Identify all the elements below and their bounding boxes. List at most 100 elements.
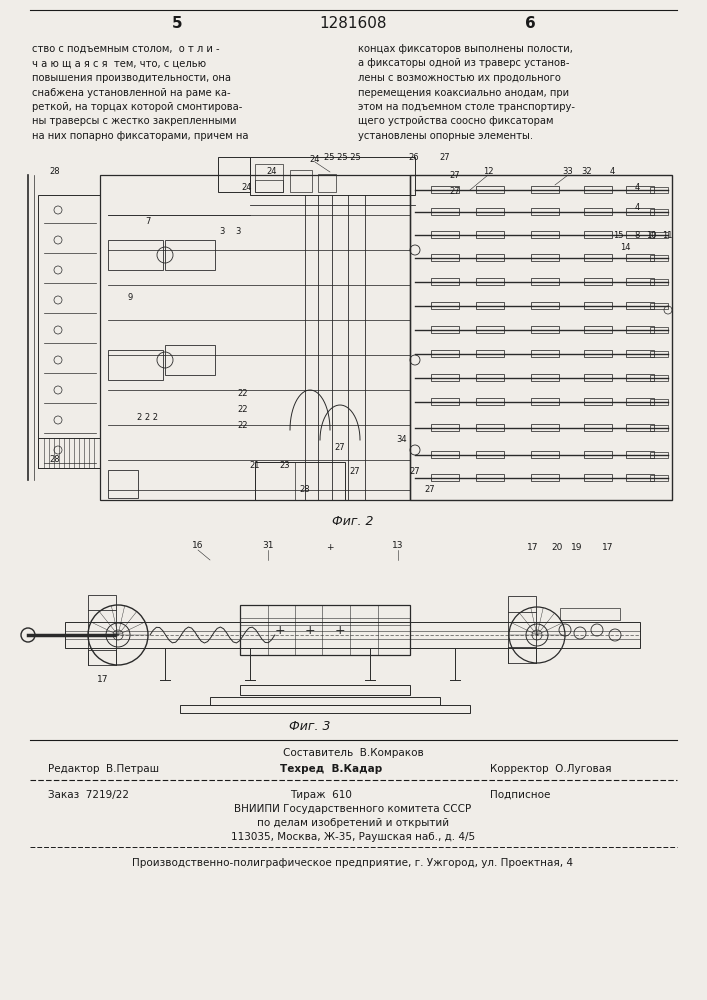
Bar [650, 232, 668, 238]
Text: 27: 27 [450, 188, 460, 196]
Text: Производственно-полиграфическое предприятие, г. Ужгород, ул. Проектная, 4: Производственно-полиграфическое предприя… [132, 858, 573, 868]
Text: +: + [334, 624, 345, 637]
Bar [584, 302, 612, 309]
Bar [476, 350, 504, 357]
Bar [531, 424, 559, 431]
Bar [626, 186, 654, 193]
Bar [508, 596, 536, 612]
Text: 24: 24 [267, 167, 277, 176]
Text: 28: 28 [49, 456, 60, 464]
Bar [650, 452, 668, 458]
Bar [431, 326, 459, 333]
Bar [650, 279, 668, 285]
Bar [531, 326, 559, 333]
Text: повышения производительности, она: повышения производительности, она [32, 73, 231, 83]
Text: 27: 27 [450, 170, 460, 180]
Bar [531, 231, 559, 238]
Bar [626, 302, 654, 309]
Bar [218, 157, 250, 192]
Text: 1281608: 1281608 [320, 16, 387, 31]
Bar [431, 350, 459, 357]
Bar [476, 451, 504, 458]
Bar [584, 424, 612, 431]
Bar [431, 254, 459, 261]
Text: +: + [326, 544, 334, 552]
Bar [650, 255, 668, 261]
Text: 7: 7 [146, 218, 151, 227]
Bar [650, 475, 668, 481]
Text: 21: 21 [250, 460, 260, 470]
Text: Заказ  7219/22: Заказ 7219/22 [48, 790, 129, 800]
Bar [476, 302, 504, 309]
Bar [531, 451, 559, 458]
Bar [650, 399, 668, 405]
Text: а фиксаторы одной из траверс установ-: а фиксаторы одной из траверс установ- [358, 58, 570, 68]
Text: 17: 17 [602, 542, 614, 552]
Bar [584, 374, 612, 381]
Text: 27: 27 [425, 486, 436, 494]
Text: 27: 27 [440, 152, 450, 161]
Text: Корректор  О.Луговая: Корректор О.Луговая [490, 764, 612, 774]
Bar [626, 254, 654, 261]
Text: 23: 23 [280, 460, 291, 470]
Text: щего устройства соосно фиксаторам: щего устройства соосно фиксаторам [358, 116, 554, 126]
Text: Фиг. 3: Фиг. 3 [289, 720, 331, 733]
Bar [584, 398, 612, 405]
Bar [476, 474, 504, 481]
Bar [476, 326, 504, 333]
Bar [531, 350, 559, 357]
Text: 31: 31 [262, 540, 274, 550]
Text: 32: 32 [582, 167, 592, 176]
Bar [650, 209, 668, 215]
Text: 4: 4 [609, 167, 614, 176]
Bar [38, 195, 100, 468]
Text: 113035, Москва, Ж-35, Раушская наб., д. 4/5: 113035, Москва, Ж-35, Раушская наб., д. … [231, 832, 475, 842]
Bar [626, 374, 654, 381]
Bar [626, 326, 654, 333]
Bar [508, 647, 536, 663]
Text: 5: 5 [172, 16, 182, 31]
Bar [431, 186, 459, 193]
Text: ч а ю щ а я с я  тем, что, с целью: ч а ю щ а я с я тем, что, с целью [32, 58, 206, 68]
Text: 12: 12 [483, 167, 493, 176]
Text: 10: 10 [645, 231, 656, 239]
Bar [531, 208, 559, 215]
Bar [584, 186, 612, 193]
Bar [431, 398, 459, 405]
Text: 27: 27 [350, 468, 361, 477]
Text: ВНИИПИ Государственного комитета СССР: ВНИИПИ Государственного комитета СССР [235, 804, 472, 814]
Bar [650, 351, 668, 357]
Bar [476, 231, 504, 238]
Bar [531, 254, 559, 261]
Bar [584, 208, 612, 215]
Text: на них попарно фиксаторами, причем на: на них попарно фиксаторами, причем на [32, 131, 248, 141]
Text: 28: 28 [300, 486, 310, 494]
Text: +: + [305, 624, 315, 637]
Bar [650, 375, 668, 381]
Bar [476, 208, 504, 215]
Bar [476, 398, 504, 405]
Text: 33: 33 [563, 167, 573, 176]
Bar [100, 175, 410, 500]
Bar [584, 278, 612, 285]
Bar [38, 438, 100, 468]
Bar [626, 278, 654, 285]
Text: перемещения коаксиально анодам, при: перемещения коаксиально анодам, при [358, 88, 569, 98]
Bar [410, 175, 672, 500]
Text: 22: 22 [238, 406, 248, 414]
Bar [240, 685, 410, 695]
Bar [560, 608, 620, 620]
Text: концах фиксаторов выполнены полости,: концах фиксаторов выполнены полости, [358, 44, 573, 54]
Bar [531, 374, 559, 381]
Bar [650, 187, 668, 193]
Text: 26: 26 [409, 152, 419, 161]
Bar [431, 424, 459, 431]
Bar [531, 302, 559, 309]
Text: 16: 16 [192, 540, 204, 550]
Text: 27: 27 [409, 468, 421, 477]
Bar [255, 462, 345, 500]
Text: ство с подъемным столом,  о т л и -: ство с подъемным столом, о т л и - [32, 44, 220, 54]
Bar [584, 474, 612, 481]
Text: Техред  В.Кадар: Техред В.Кадар [280, 764, 382, 774]
Bar [626, 231, 654, 238]
